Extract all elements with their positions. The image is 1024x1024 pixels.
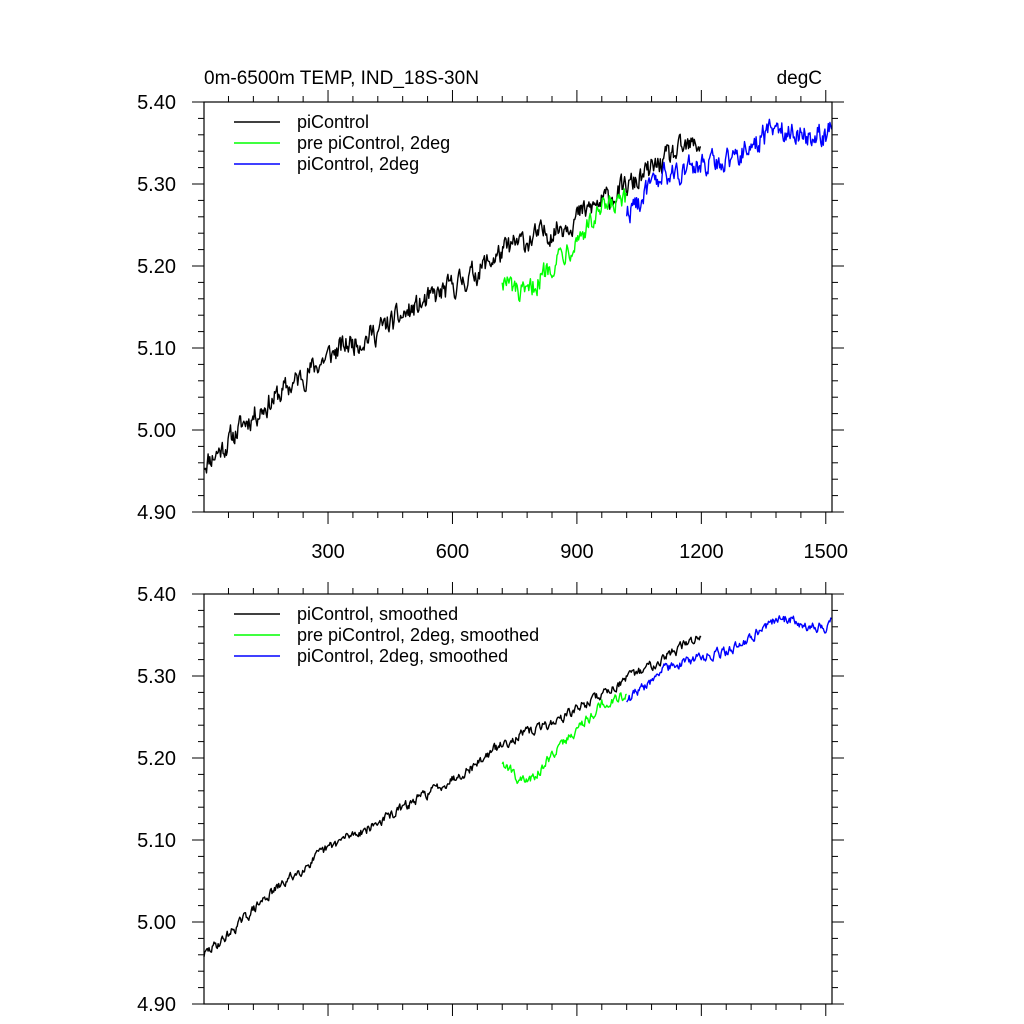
y-tick-label: 5.40 xyxy=(137,92,176,114)
series-line-picontrol xyxy=(203,635,702,958)
units-label: degC xyxy=(777,68,822,89)
data-lines xyxy=(203,615,833,958)
legend-label: piControl, 2deg, smoothed xyxy=(297,646,508,666)
y-tick-label: 5.00 xyxy=(137,420,176,442)
x-tick-label: 600 xyxy=(436,541,469,563)
y-tick-labels: 4.90 5.00 5.10 5.20 5.30 5.40 xyxy=(137,584,176,1016)
legend-label: pre piControl, 2deg, smoothed xyxy=(297,625,539,645)
plot-frame xyxy=(203,101,833,513)
y-tick-labels: 4.90 5.00 5.10 5.20 5.30 5.40 xyxy=(137,92,176,524)
legend-label: piControl, 2deg xyxy=(297,154,419,174)
y-tick-label: 5.20 xyxy=(137,748,176,770)
bottom-panel: 4.90 5.00 5.10 5.20 5.30 5.40 piControl, smoo… xyxy=(137,582,844,1016)
y-tick-label: 5.10 xyxy=(137,830,176,852)
axis-ticks xyxy=(192,582,844,1016)
y-tick-label: 5.40 xyxy=(137,584,176,606)
x-tick-label: 300 xyxy=(311,541,344,563)
y-tick-label: 5.20 xyxy=(137,256,176,278)
y-tick-label: 5.30 xyxy=(137,666,176,688)
x-tick-label: 1200 xyxy=(679,541,724,563)
y-tick-label: 5.10 xyxy=(137,338,176,360)
series-line-pre-picontrol-2deg xyxy=(501,692,627,785)
series-line-picontrol-2deg xyxy=(626,615,833,703)
y-tick-label: 5.00 xyxy=(137,912,176,934)
plot-frame xyxy=(203,593,833,1005)
top-panel: 0m-6500m TEMP, IND_18S-30N degC 4.90 5.00… xyxy=(137,68,848,563)
chart-title: 0m-6500m TEMP, IND_18S-30N xyxy=(204,68,479,89)
legend-label: piControl, smoothed xyxy=(297,604,458,624)
y-tick-label: 4.90 xyxy=(137,994,176,1016)
series-line-pre-picontrol-2deg xyxy=(501,188,628,303)
y-tick-label: 4.90 xyxy=(137,502,176,524)
axis-ticks xyxy=(192,90,844,524)
series-line-picontrol xyxy=(203,133,701,474)
legend-label: pre piControl, 2deg xyxy=(297,133,450,153)
x-tick-label: 1500 xyxy=(804,541,849,563)
y-tick-label: 5.30 xyxy=(137,174,176,196)
x-tick-label: 900 xyxy=(560,541,593,563)
legend-label: piControl xyxy=(297,112,369,132)
series-line-picontrol-2deg xyxy=(626,118,833,224)
data-lines xyxy=(203,118,833,474)
x-tick-labels: 300 600 900 1200 1500 xyxy=(311,541,848,563)
